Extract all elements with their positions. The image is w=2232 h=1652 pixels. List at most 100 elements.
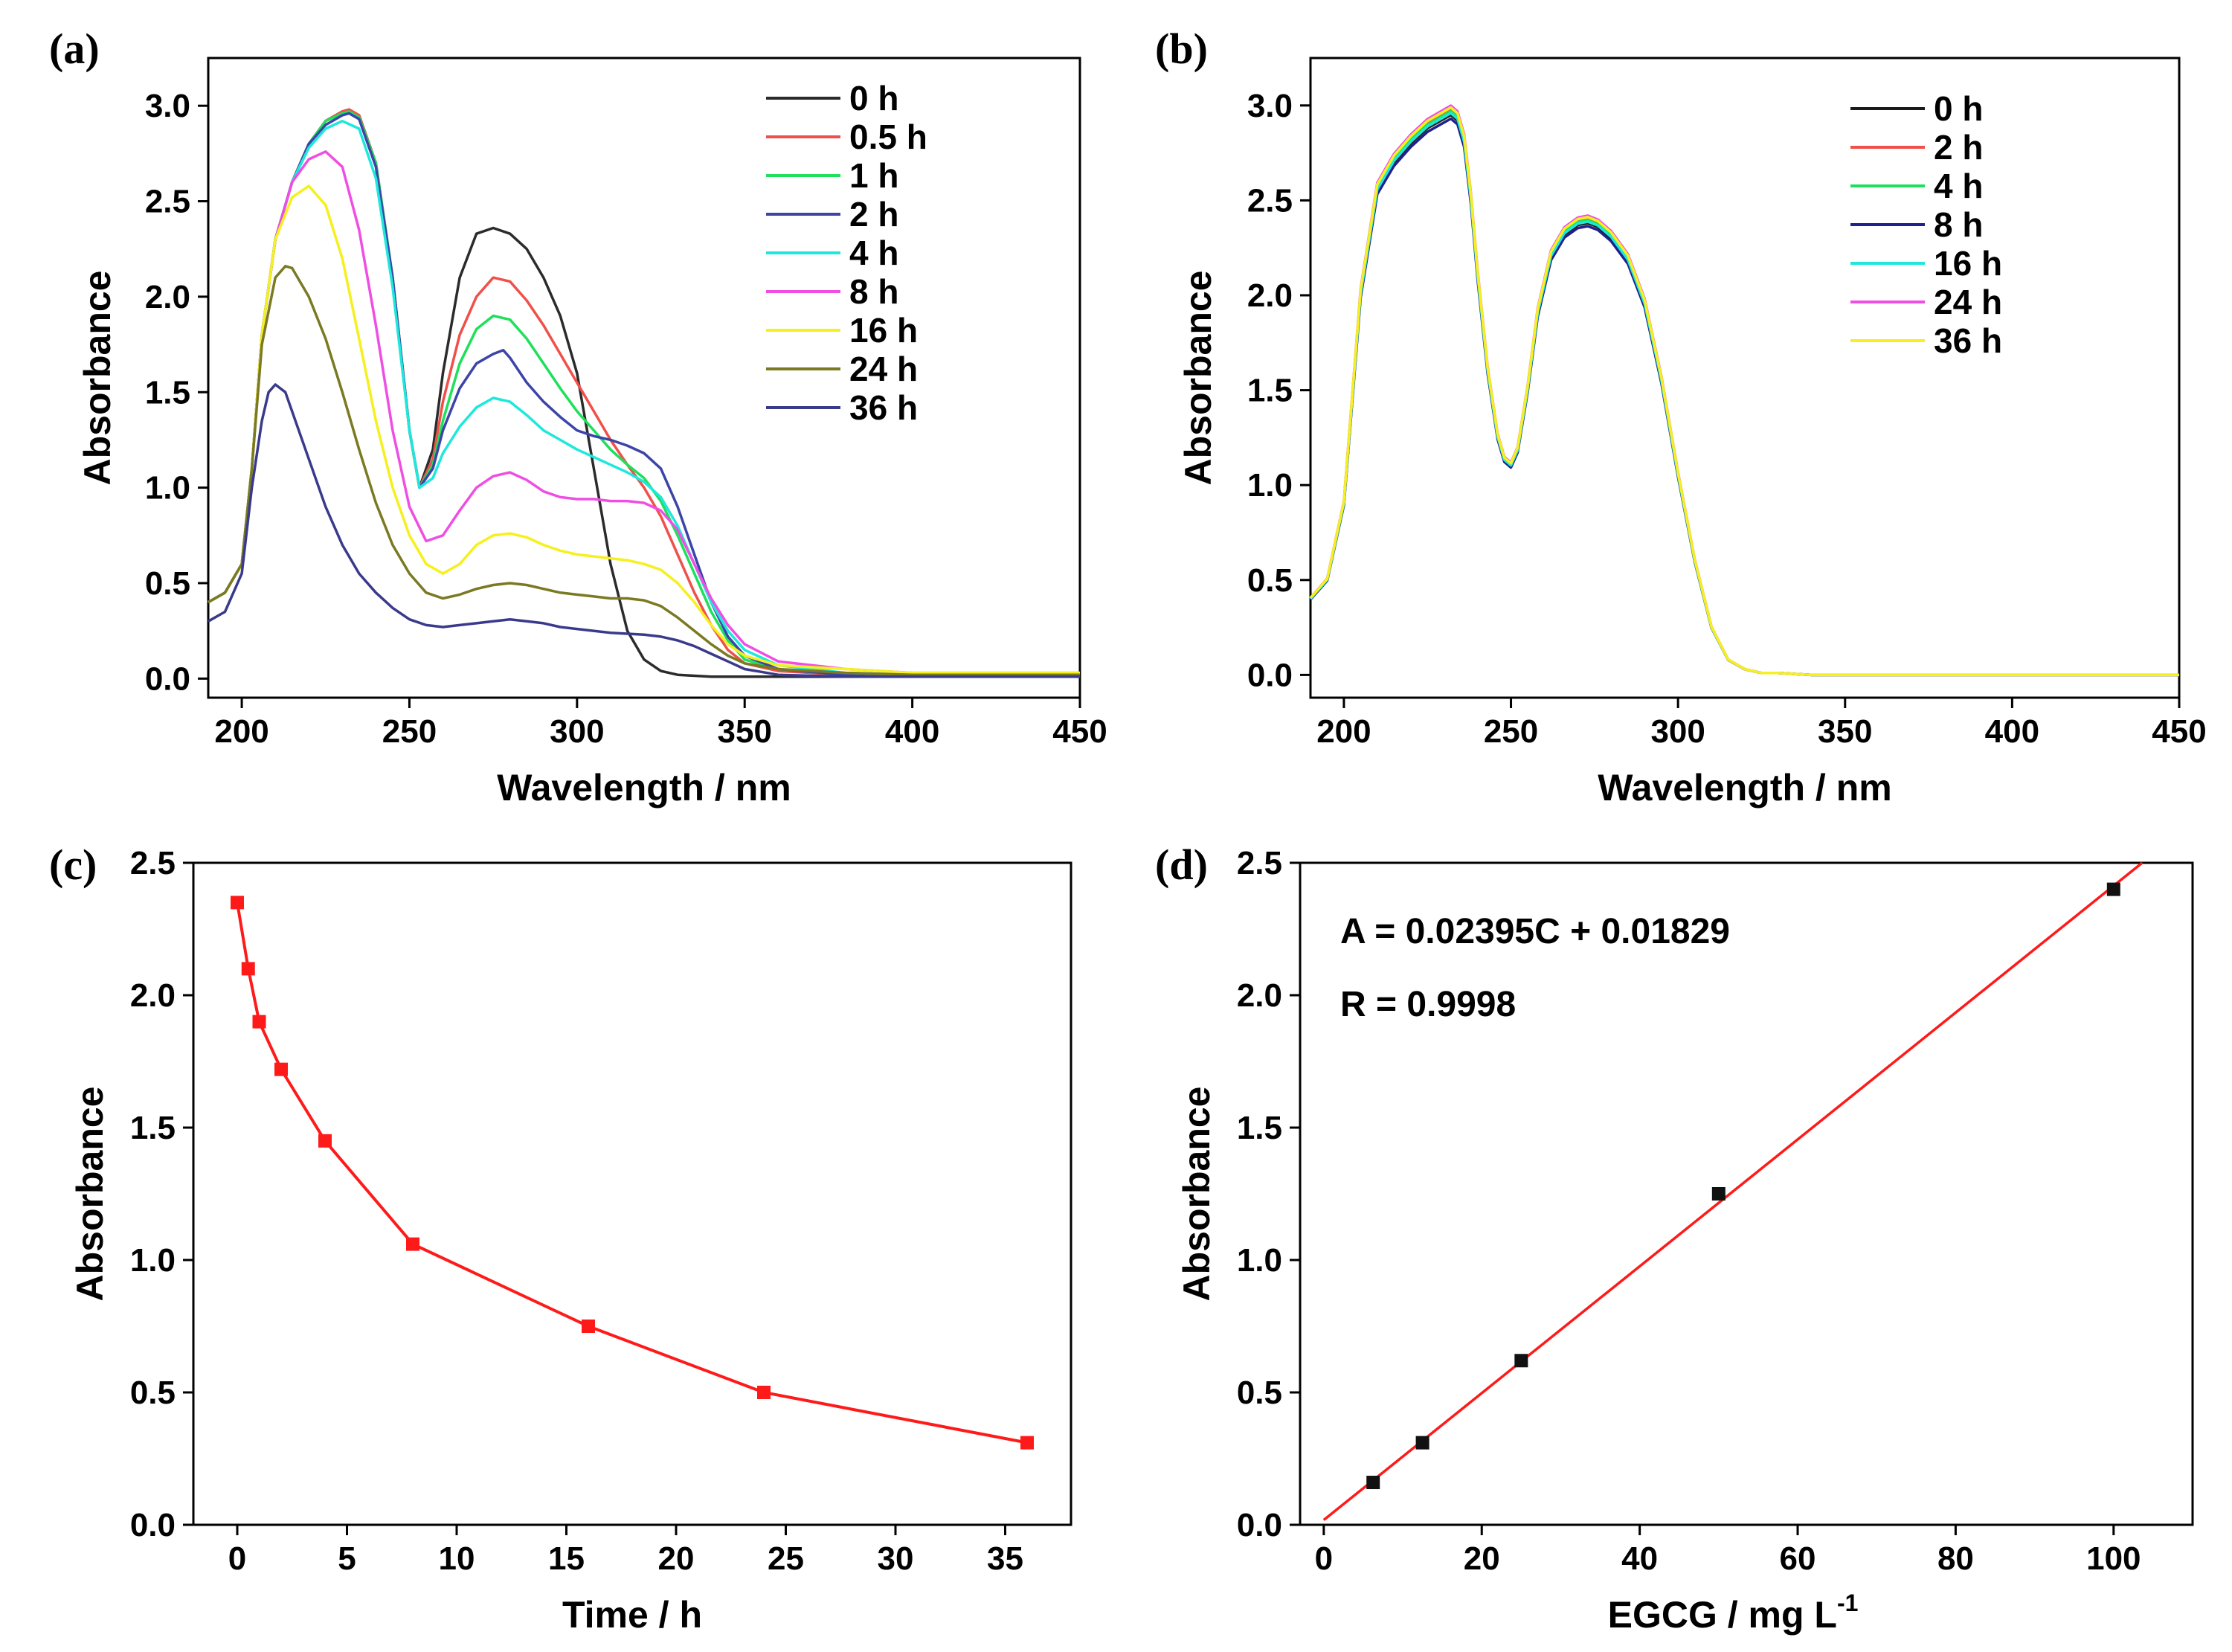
y-tick-label-d: 0.5	[1237, 1375, 1282, 1411]
y-tick-label-a: 0.0	[145, 661, 190, 697]
y-tick-label-c: 0.0	[130, 1507, 176, 1543]
data-point-c-2	[252, 1015, 266, 1029]
plot-frame-b	[1309, 57, 2181, 699]
x-tick-label-b: 250	[1484, 713, 1538, 750]
x-tick-label-a: 300	[550, 713, 604, 750]
plot-area-a: 200 250 300 350 400 450 0.0 0.5 1.0 1.5 2.0 2.5 3.0 0…	[145, 79, 1107, 750]
legend-label-a-1: 0.5 h	[849, 118, 927, 156]
y-tick-label-c: 1.5	[130, 1110, 176, 1146]
series-line-b-3	[1309, 117, 2179, 677]
y-tick-label-a: 2.0	[145, 279, 190, 315]
x-tick-label-b: 350	[1818, 713, 1872, 750]
data-point-c-6	[582, 1320, 595, 1333]
y-tick-label-d: 1.0	[1237, 1242, 1282, 1279]
series-line-a-6	[208, 184, 1080, 675]
x-tick-label-b: 300	[1650, 713, 1705, 750]
y-axis-title-c: Absorbance	[69, 1087, 111, 1302]
legend-label-a-5: 8 h	[849, 272, 898, 311]
x-tick-label-d: 80	[1937, 1540, 1974, 1577]
x-axis-title-a: Wavelength / nm	[497, 767, 791, 809]
y-axis-title-a: Absorbance	[77, 271, 118, 486]
legend-label-b-1: 2 h	[1934, 128, 1983, 167]
plot-frame-d	[1299, 861, 2194, 1526]
legend-label-b-3: 8 h	[1934, 205, 1983, 244]
fit-line	[1322, 861, 2143, 1521]
y-tick-label-b: 1.0	[1247, 467, 1293, 504]
y-tick-label-b: 0.0	[1247, 657, 1293, 693]
legend-label-a-7: 24 h	[849, 350, 918, 388]
x-tick-label-b: 450	[2152, 713, 2206, 750]
x-axis-title-d-main: EGCG / mg L	[1608, 1594, 1837, 1636]
y-tick-label-c: 0.5	[130, 1375, 176, 1411]
x-tick-label-b: 400	[1985, 713, 2039, 750]
panel-label-b: (b)	[1155, 25, 1208, 73]
x-tick-label-c: 30	[878, 1540, 914, 1577]
y-tick-label-b: 3.0	[1247, 88, 1293, 124]
legend-label-a-8: 36 h	[849, 388, 918, 427]
panel-c: (c) 0 5 10 15 20 25 30 35 0.0 0.5 1.0 1.5 2.0 2.5 Tim…	[49, 841, 1072, 1636]
x-axis-title-c: Time / h	[562, 1594, 702, 1636]
x-tick-label-c: 20	[658, 1540, 695, 1577]
x-tick-label-d: 20	[1464, 1540, 1500, 1577]
x-tick-label-a: 400	[885, 713, 939, 750]
fit-equation: A = 0.02395C + 0.01829	[1340, 912, 1730, 951]
data-point-c-7	[757, 1386, 771, 1399]
y-axis-title-d: Absorbance	[1176, 1087, 1218, 1302]
y-tick-label-a: 3.0	[145, 88, 190, 124]
y-tick-label-d: 2.5	[1237, 845, 1282, 881]
series-line-a-1	[208, 108, 1080, 676]
data-point-d-2	[1514, 1354, 1528, 1368]
series-line-a-4	[208, 119, 1080, 676]
series-line-a-2	[208, 110, 1080, 676]
series-line-a-5	[208, 150, 1080, 675]
legend-label-b-4: 16 h	[1934, 244, 2002, 283]
panel-label-c: (c)	[49, 841, 97, 889]
data-point-d-4	[2106, 882, 2120, 896]
plot-frame-c	[192, 861, 1072, 1526]
y-tick-label-b: 2.0	[1247, 277, 1293, 314]
panel-label-d: (d)	[1155, 841, 1208, 889]
x-tick-label-a: 250	[382, 713, 437, 750]
plot-area-d: 0 20 40 60 80 100 0.0 0.5 1.0 1.5 2.0 2.5	[1237, 845, 2143, 1577]
y-tick-label-b: 2.5	[1247, 182, 1293, 219]
y-tick-label-a: 2.5	[145, 184, 190, 220]
x-tick-label-d: 0	[1315, 1540, 1333, 1577]
legend-label-b-6: 36 h	[1934, 321, 2002, 360]
data-point-c-5	[406, 1237, 419, 1251]
y-tick-label-a: 0.5	[145, 565, 190, 602]
series-line-b-6	[1309, 106, 2179, 677]
x-tick-label-c: 15	[548, 1540, 585, 1577]
panel-b: (b) 200 250 300 350 400 450 0.0 0.5 1.0 1.5 2.0 2.5…	[1155, 25, 2207, 809]
y-tick-label-c: 2.5	[130, 845, 176, 881]
x-tick-label-d: 40	[1621, 1540, 1658, 1577]
x-tick-label-a: 450	[1052, 713, 1107, 750]
legend-label-a-6: 16 h	[849, 311, 918, 350]
panel-a: (a) 200 250 300 350 400 450 0.0 0.5 1.0 1.5 2.0 2.5…	[49, 25, 1107, 809]
series-line-a-0	[208, 108, 1080, 678]
data-point-c-8	[1020, 1436, 1034, 1450]
x-tick-label-a: 200	[214, 713, 268, 750]
data-point-c-1	[241, 962, 255, 976]
legend-label-b-0: 0 h	[1934, 89, 1983, 128]
legend-label-a-0: 0 h	[849, 79, 898, 118]
plot-area-c: 0 5 10 15 20 25 30 35 0.0 0.5 1.0 1.5 2.0 2.5	[130, 845, 1034, 1577]
y-tick-label-d: 2.0	[1237, 977, 1282, 1014]
series-line-a-7	[208, 265, 1080, 676]
x-tick-label-c: 10	[439, 1540, 475, 1577]
x-tick-label-d: 100	[2086, 1540, 2141, 1577]
data-point-c-0	[231, 896, 244, 910]
x-tick-label-b: 200	[1316, 713, 1371, 750]
series-line-c	[236, 902, 1028, 1444]
x-tick-label-a: 350	[718, 713, 772, 750]
series-line-a-3	[208, 112, 1080, 676]
data-point-c-4	[318, 1134, 332, 1148]
y-tick-label-a: 1.5	[145, 374, 190, 411]
panel-label-a: (a)	[49, 25, 100, 73]
x-axis-title-d-superscript: -1	[1837, 1590, 1858, 1616]
series-line-b-0	[1309, 113, 2179, 677]
x-axis-title-d: EGCG / mg L-1	[1608, 1590, 1859, 1636]
data-point-d-3	[1711, 1187, 1726, 1201]
y-tick-label-c: 2.0	[130, 977, 176, 1014]
plot-area-b: 200 250 300 350 400 450 0.0 0.5 1.0 1.5 2.0 2.5 3.0 0…	[1247, 88, 2207, 750]
